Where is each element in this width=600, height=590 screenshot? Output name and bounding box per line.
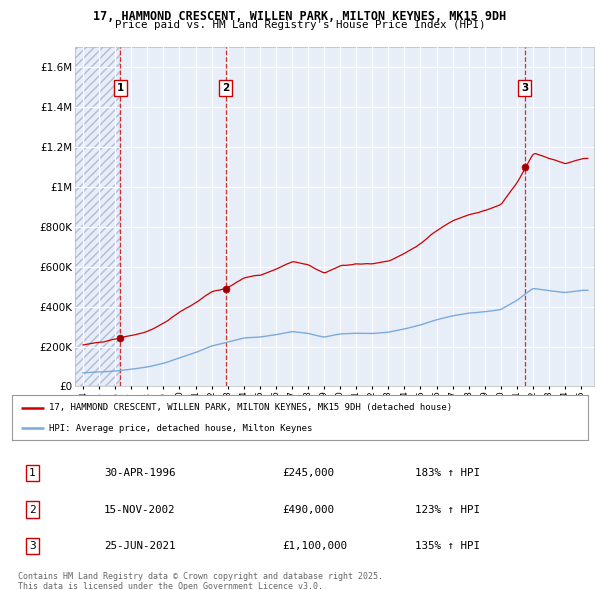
Text: 183% ↑ HPI: 183% ↑ HPI [415, 468, 480, 478]
Text: Price paid vs. HM Land Registry's House Price Index (HPI): Price paid vs. HM Land Registry's House … [115, 20, 485, 30]
Text: 15-NOV-2002: 15-NOV-2002 [104, 504, 176, 514]
Text: 3: 3 [521, 83, 528, 93]
Text: HPI: Average price, detached house, Milton Keynes: HPI: Average price, detached house, Milt… [49, 424, 313, 433]
Text: 2: 2 [222, 83, 229, 93]
Bar [75, 47, 121, 386]
Text: 3: 3 [29, 541, 35, 551]
Text: 123% ↑ HPI: 123% ↑ HPI [415, 504, 480, 514]
Text: 25-JUN-2021: 25-JUN-2021 [104, 541, 176, 551]
Text: 1: 1 [29, 468, 35, 478]
Text: 17, HAMMOND CRESCENT, WILLEN PARK, MILTON KEYNES, MK15 9DH: 17, HAMMOND CRESCENT, WILLEN PARK, MILTO… [94, 10, 506, 23]
Bar [75, 47, 121, 386]
Text: 135% ↑ HPI: 135% ↑ HPI [415, 541, 480, 551]
Text: 17, HAMMOND CRESCENT, WILLEN PARK, MILTON KEYNES, MK15 9DH (detached house): 17, HAMMOND CRESCENT, WILLEN PARK, MILTO… [49, 403, 452, 412]
Text: £490,000: £490,000 [283, 504, 335, 514]
Text: Contains HM Land Registry data © Crown copyright and database right 2025.: Contains HM Land Registry data © Crown c… [18, 572, 383, 581]
Text: This data is licensed under the Open Government Licence v3.0.: This data is licensed under the Open Gov… [18, 582, 323, 590]
Text: 1: 1 [117, 83, 124, 93]
Text: £245,000: £245,000 [283, 468, 335, 478]
Text: 30-APR-1996: 30-APR-1996 [104, 468, 176, 478]
Text: £1,100,000: £1,100,000 [283, 541, 348, 551]
Text: 2: 2 [29, 504, 35, 514]
